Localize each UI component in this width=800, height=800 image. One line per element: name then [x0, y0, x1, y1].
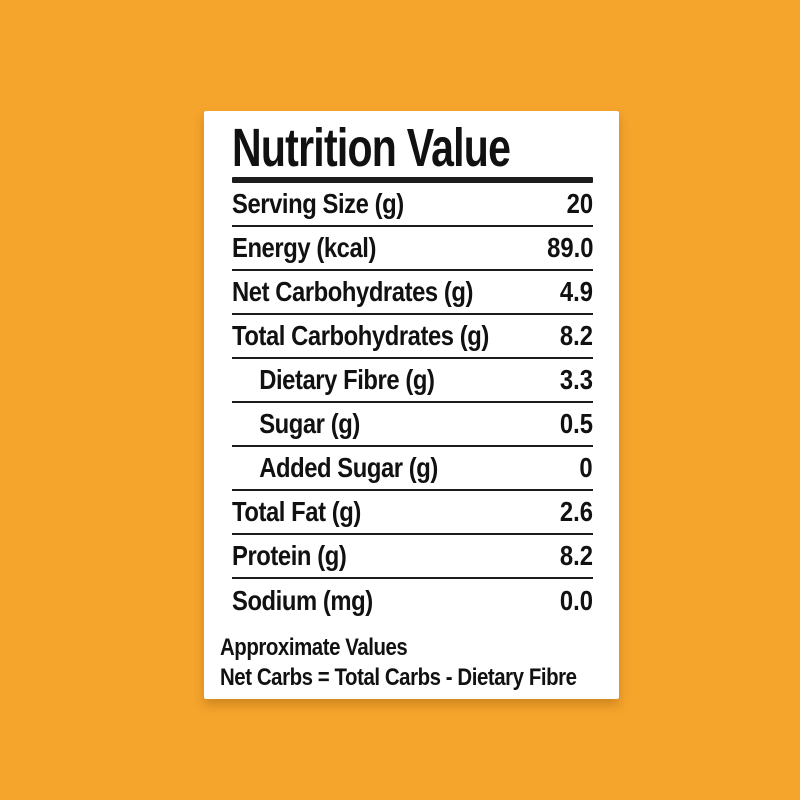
row-label: Sugar (g) — [259, 408, 360, 439]
nutrition-table: Serving Size (g) 20 Energy (kcal) 89.0 N… — [232, 183, 593, 623]
row-label: Net Carbohydrates (g) — [232, 276, 474, 307]
row-label: Serving Size (g) — [232, 188, 404, 219]
table-row-energy: Energy (kcal) 89.0 — [232, 227, 593, 271]
row-value: 0 — [579, 452, 593, 483]
row-label: Sodium (mg) — [232, 585, 373, 616]
title-divider — [232, 177, 593, 183]
row-value: 3.3 — [559, 364, 593, 395]
row-label: Added Sugar (g) — [259, 452, 438, 483]
row-value: 89.0 — [546, 232, 593, 263]
row-value: 0.5 — [559, 408, 593, 439]
table-row-total-carbohydrates: Total Carbohydrates (g) 8.2 — [232, 315, 593, 359]
table-row-dietary-fibre: Dietary Fibre (g) 3.3 — [232, 359, 593, 403]
row-label: Total Fat (g) — [232, 496, 361, 527]
table-row-serving-size: Serving Size (g) 20 — [232, 183, 593, 227]
row-value: 2.6 — [559, 496, 593, 527]
row-label: Protein (g) — [232, 540, 347, 571]
table-row-sodium: Sodium (mg) 0.0 — [232, 579, 593, 623]
nutrition-title: Nutrition Value — [232, 118, 511, 178]
row-label: Energy (kcal) — [232, 232, 376, 263]
row-value: 8.2 — [559, 540, 593, 571]
footnotes: Approximate Values Net Carbs = Total Car… — [220, 633, 593, 693]
table-row-added-sugar: Added Sugar (g) 0 — [232, 447, 593, 491]
table-row-protein: Protein (g) 8.2 — [232, 535, 593, 579]
row-label: Dietary Fibre (g) — [259, 364, 435, 395]
footnote-net-carbs-formula: Net Carbs = Total Carbs - Dietary Fibre — [220, 664, 577, 691]
row-value: 0.0 — [559, 585, 593, 616]
table-row-net-carbohydrates: Net Carbohydrates (g) 4.9 — [232, 271, 593, 315]
footnote-approximate-values: Approximate Values — [220, 634, 408, 661]
table-row-total-fat: Total Fat (g) 2.6 — [232, 491, 593, 535]
row-value: 8.2 — [559, 320, 593, 351]
nutrition-label-card: Nutrition Value Serving Size (g) 20 Ener… — [204, 111, 619, 699]
row-label: Total Carbohydrates (g) — [232, 320, 489, 351]
table-row-sugar: Sugar (g) 0.5 — [232, 403, 593, 447]
row-value: 20 — [566, 188, 593, 219]
row-value: 4.9 — [559, 276, 593, 307]
